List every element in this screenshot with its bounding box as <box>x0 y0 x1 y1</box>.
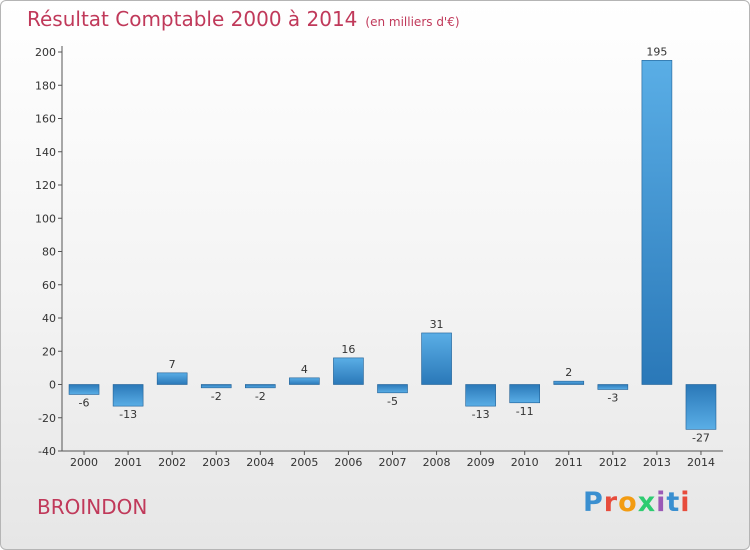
x-tick-label: 2001 <box>114 456 142 469</box>
bar-2005 <box>289 377 320 385</box>
logo-letter: x <box>637 487 657 518</box>
y-tick-label: 140 <box>35 146 56 159</box>
y-tick-label: 20 <box>42 345 56 358</box>
x-tick-label: 2007 <box>379 456 407 469</box>
y-tick-label: 200 <box>35 46 56 59</box>
data-labels: -6 -13 7 -2 -2 4 16 -5 31 -13 -11 2 -3 195 -27 <box>79 45 710 444</box>
data-label-2006: 16 <box>341 343 355 356</box>
x-tick-label: 2003 <box>202 456 230 469</box>
bar-2009 <box>465 384 496 407</box>
data-label-2003: -2 <box>211 390 222 403</box>
y-tick-label: 80 <box>42 246 56 259</box>
x-tick-label: 2009 <box>467 456 495 469</box>
logo-letter: r <box>603 487 619 518</box>
data-label-2000: -6 <box>79 396 90 409</box>
data-label-2010: -11 <box>516 405 534 418</box>
bar-2000 <box>68 384 100 395</box>
chart-subtitle: (en milliers d'€) <box>365 15 460 29</box>
x-tick-label: 2011 <box>555 456 583 469</box>
y-tick-label: 160 <box>35 113 56 126</box>
bars <box>68 60 717 430</box>
bar-2001 <box>112 384 144 407</box>
y-tick-label: 0 <box>49 379 56 392</box>
bar-2008 <box>421 332 452 385</box>
data-label-2007: -5 <box>387 395 398 408</box>
x-tick-label: 2008 <box>423 456 451 469</box>
x-tick-label: 2012 <box>599 456 627 469</box>
y-tick-label: -40 <box>38 445 56 458</box>
y-tick-label: 60 <box>42 279 56 292</box>
bar-2002 <box>156 372 188 385</box>
data-label-2004: -2 <box>255 390 266 403</box>
y-tick-label: -20 <box>38 412 56 425</box>
x-tick-label: 2014 <box>687 456 715 469</box>
logo-letter: P <box>583 487 604 518</box>
y-tick-label: 180 <box>35 79 56 92</box>
title-row: Résultat Comptable 2000 à 2014 (en millie… <box>27 7 460 31</box>
logo-letter: t <box>666 487 681 518</box>
data-label-2014: -27 <box>692 431 710 444</box>
data-label-2001: -13 <box>119 408 137 421</box>
x-tick-label: 2005 <box>290 456 318 469</box>
y-tick-label: 100 <box>35 212 56 225</box>
bar-2004 <box>245 384 276 389</box>
x-tick-label: 2004 <box>246 456 274 469</box>
x-tick-label: 2006 <box>334 456 362 469</box>
chart-title: Résultat Comptable 2000 à 2014 <box>27 7 358 31</box>
bar-2014 <box>685 384 717 430</box>
data-label-2008: 31 <box>430 318 444 331</box>
location-name: BROINDON <box>37 495 148 519</box>
data-label-2009: -13 <box>472 408 490 421</box>
logo-letter: i <box>656 487 667 518</box>
x-tick-label: 2002 <box>158 456 186 469</box>
y-tick-label: 120 <box>35 179 56 192</box>
bar-2012 <box>597 384 629 390</box>
x-tick-label: 2013 <box>643 456 671 469</box>
data-label-2002: 7 <box>169 358 176 371</box>
y-tick-label: 40 <box>42 312 56 325</box>
logo-letter: o <box>618 487 638 518</box>
bar-2007 <box>377 384 408 394</box>
proxiti-logo[interactable]: Proxiti <box>583 487 691 518</box>
bar-2003 <box>200 384 232 389</box>
bar-2006 <box>333 357 364 385</box>
bar-2010 <box>509 384 541 404</box>
logo-letter: i <box>680 487 691 518</box>
data-label-2013: 195 <box>646 45 667 58</box>
data-label-2011: 2 <box>565 366 572 379</box>
x-tick-label: 2010 <box>511 456 539 469</box>
data-label-2005: 4 <box>301 363 308 376</box>
bar-2011 <box>553 380 585 385</box>
data-label-2012: -3 <box>607 391 618 404</box>
x-tick-label: 2000 <box>70 456 98 469</box>
bar-2013 <box>641 60 673 385</box>
